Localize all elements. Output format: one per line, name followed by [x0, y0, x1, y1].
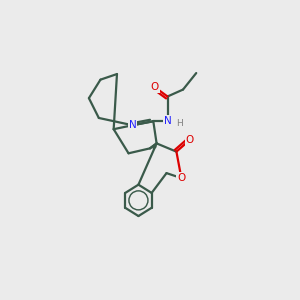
Text: O: O [177, 173, 185, 183]
Text: O: O [185, 135, 194, 145]
Text: O: O [151, 82, 159, 92]
Text: N: N [164, 116, 171, 126]
Text: N: N [129, 120, 136, 130]
Text: H: H [176, 119, 183, 128]
